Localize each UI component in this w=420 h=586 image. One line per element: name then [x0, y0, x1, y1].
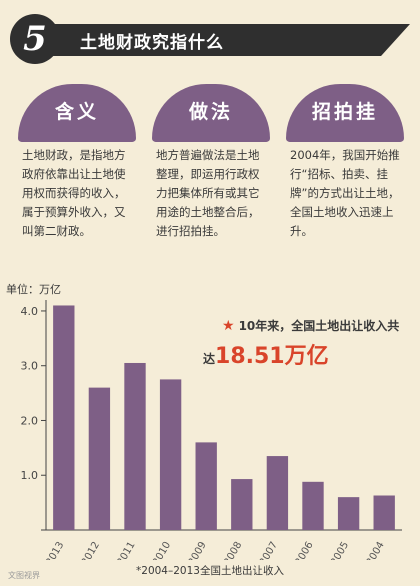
x-tick-label: 2005 [329, 540, 351, 560]
x-tick-label: 2013 [44, 540, 66, 560]
x-tick-label: 2012 [80, 540, 102, 560]
x-tick-label: 2008 [222, 540, 244, 560]
bar-2010 [159, 379, 182, 530]
x-tick-label: 2010 [151, 540, 173, 560]
x-tick-label: 2011 [115, 540, 137, 560]
bar-2013 [53, 305, 75, 530]
column-meaning: 含义 土地财政，是指地方政府依靠出让土地使用权而获得的收入，属于预算外收入，又叫… [18, 84, 136, 274]
bar-2005 [337, 497, 360, 530]
star-icon: ★ [222, 318, 235, 334]
annotation-total-value: 18.51万亿 [215, 344, 329, 369]
y-tick-label: 1.0 [21, 469, 39, 482]
column-heading: 含义 [54, 101, 99, 123]
y-tick-label: 2.0 [21, 414, 39, 427]
chart-annotation-line-1: ★ 10年来，全国土地出让收入共 [222, 317, 399, 334]
bar-2012 [88, 387, 111, 530]
section-header: 5 土地财政究指什么 [10, 14, 410, 72]
column-heading: 做法 [188, 101, 233, 123]
land-revenue-bar-chart: 1.0 2.0 3.0 4.0 2013 2012 2011 2010 2009 2008 2007… [21, 300, 402, 560]
x-tick-label: 2007 [258, 540, 280, 560]
bar-2007 [266, 456, 289, 530]
section-title: 土地财政究指什么 [80, 33, 224, 53]
bar-2009 [195, 442, 217, 530]
column-text: 土地财政，是指地方政府依靠出让土地使用权而获得的收入，属于预算外收入，又叫第二财… [22, 148, 126, 238]
bar-2006 [302, 481, 324, 530]
column-auction: 招拍挂 2004年，我国开始推行“招标、拍卖、挂牌”的方式出让土地，全国土地收入… [286, 84, 404, 274]
annotation-prefix: 达 [203, 352, 216, 366]
y-axis-unit-label: 单位：万亿 [6, 283, 61, 296]
annotation-text: 10年来，全国土地出让收入共 [238, 319, 400, 333]
column-heading: 招拍挂 [311, 101, 378, 123]
column-text: 地方普遍做法是土地整理，即运用行政权力把集体所有或其它用途的土地整合后，进行招拍… [156, 148, 260, 238]
x-tick-label: 2009 [187, 540, 209, 560]
column-practice: 做法 地方普遍做法是土地整理，即运用行政权力把集体所有或其它用途的土地整合后，进… [152, 84, 270, 274]
bar-2008 [231, 479, 253, 530]
x-tick-label: 2006 [293, 540, 315, 560]
chart-footnote: *2004–2013全国土地出让收入 [136, 565, 284, 577]
title-banner [48, 24, 410, 56]
y-tick-label: 4.0 [21, 305, 39, 318]
column-text: 2004年，我国开始推行“招标、拍卖、挂牌”的方式出让土地，全国土地收入迅速上升… [290, 148, 400, 238]
y-tick-label: 3.0 [21, 360, 39, 373]
bar-2004 [373, 495, 395, 530]
chart-annotation-line-2: 达18.51万亿 [203, 338, 329, 370]
watermark-logo: 文图视界 [8, 571, 40, 580]
bar-2011 [124, 362, 146, 530]
x-tick-label: 2004 [365, 540, 387, 560]
